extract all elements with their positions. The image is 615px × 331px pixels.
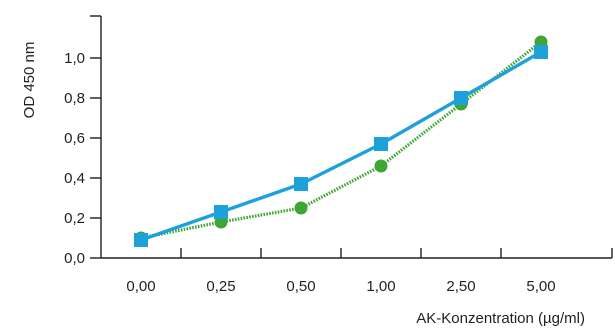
data-point-square <box>214 205 228 219</box>
data-point-circle <box>374 159 388 173</box>
x-tick-label: 1,00 <box>366 278 395 295</box>
y-axis-ticks: 0,0 0,2 0,4 0,6 0,8 1,0 <box>64 15 101 267</box>
y-tick-label: 0,8 <box>64 90 85 107</box>
x-axis-title: AK-Konzentration (µg/ml) <box>416 310 585 327</box>
x-tick-label: 5,00 <box>526 278 555 295</box>
series-square <box>134 45 548 247</box>
y-tick-label: 0,4 <box>64 170 85 187</box>
y-tick-label: 0,2 <box>64 210 85 227</box>
data-point-square <box>294 177 308 191</box>
series-line <box>140 40 542 240</box>
data-point-square <box>534 45 548 59</box>
y-axis: 0,0 0,2 0,4 0,6 0,8 1,0 <box>64 15 102 267</box>
y-tick-label: 1,0 <box>64 50 85 67</box>
x-tick-label: 0,50 <box>286 278 315 295</box>
plot-area <box>134 35 548 247</box>
data-point-square <box>134 233 148 247</box>
x-axis-ticks: 0,00 0,25 0,50 1,00 2,50 5,00 <box>126 248 613 295</box>
y-axis-title: OD 450 nm <box>21 42 38 119</box>
data-point-square <box>454 91 468 105</box>
x-tick-label: 2,50 <box>446 278 475 295</box>
series-circle <box>134 35 548 245</box>
data-point-circle <box>294 201 308 215</box>
x-tick-label: 0,25 <box>206 278 235 295</box>
y-tick-label: 0,6 <box>64 130 85 147</box>
series-line <box>140 50 542 242</box>
x-tick-label: 0,00 <box>126 278 155 295</box>
x-axis: 0,00 0,25 0,50 1,00 2,50 5,00 <box>101 248 613 295</box>
y-tick-label: 0,0 <box>64 250 85 267</box>
data-point-square <box>374 137 388 151</box>
